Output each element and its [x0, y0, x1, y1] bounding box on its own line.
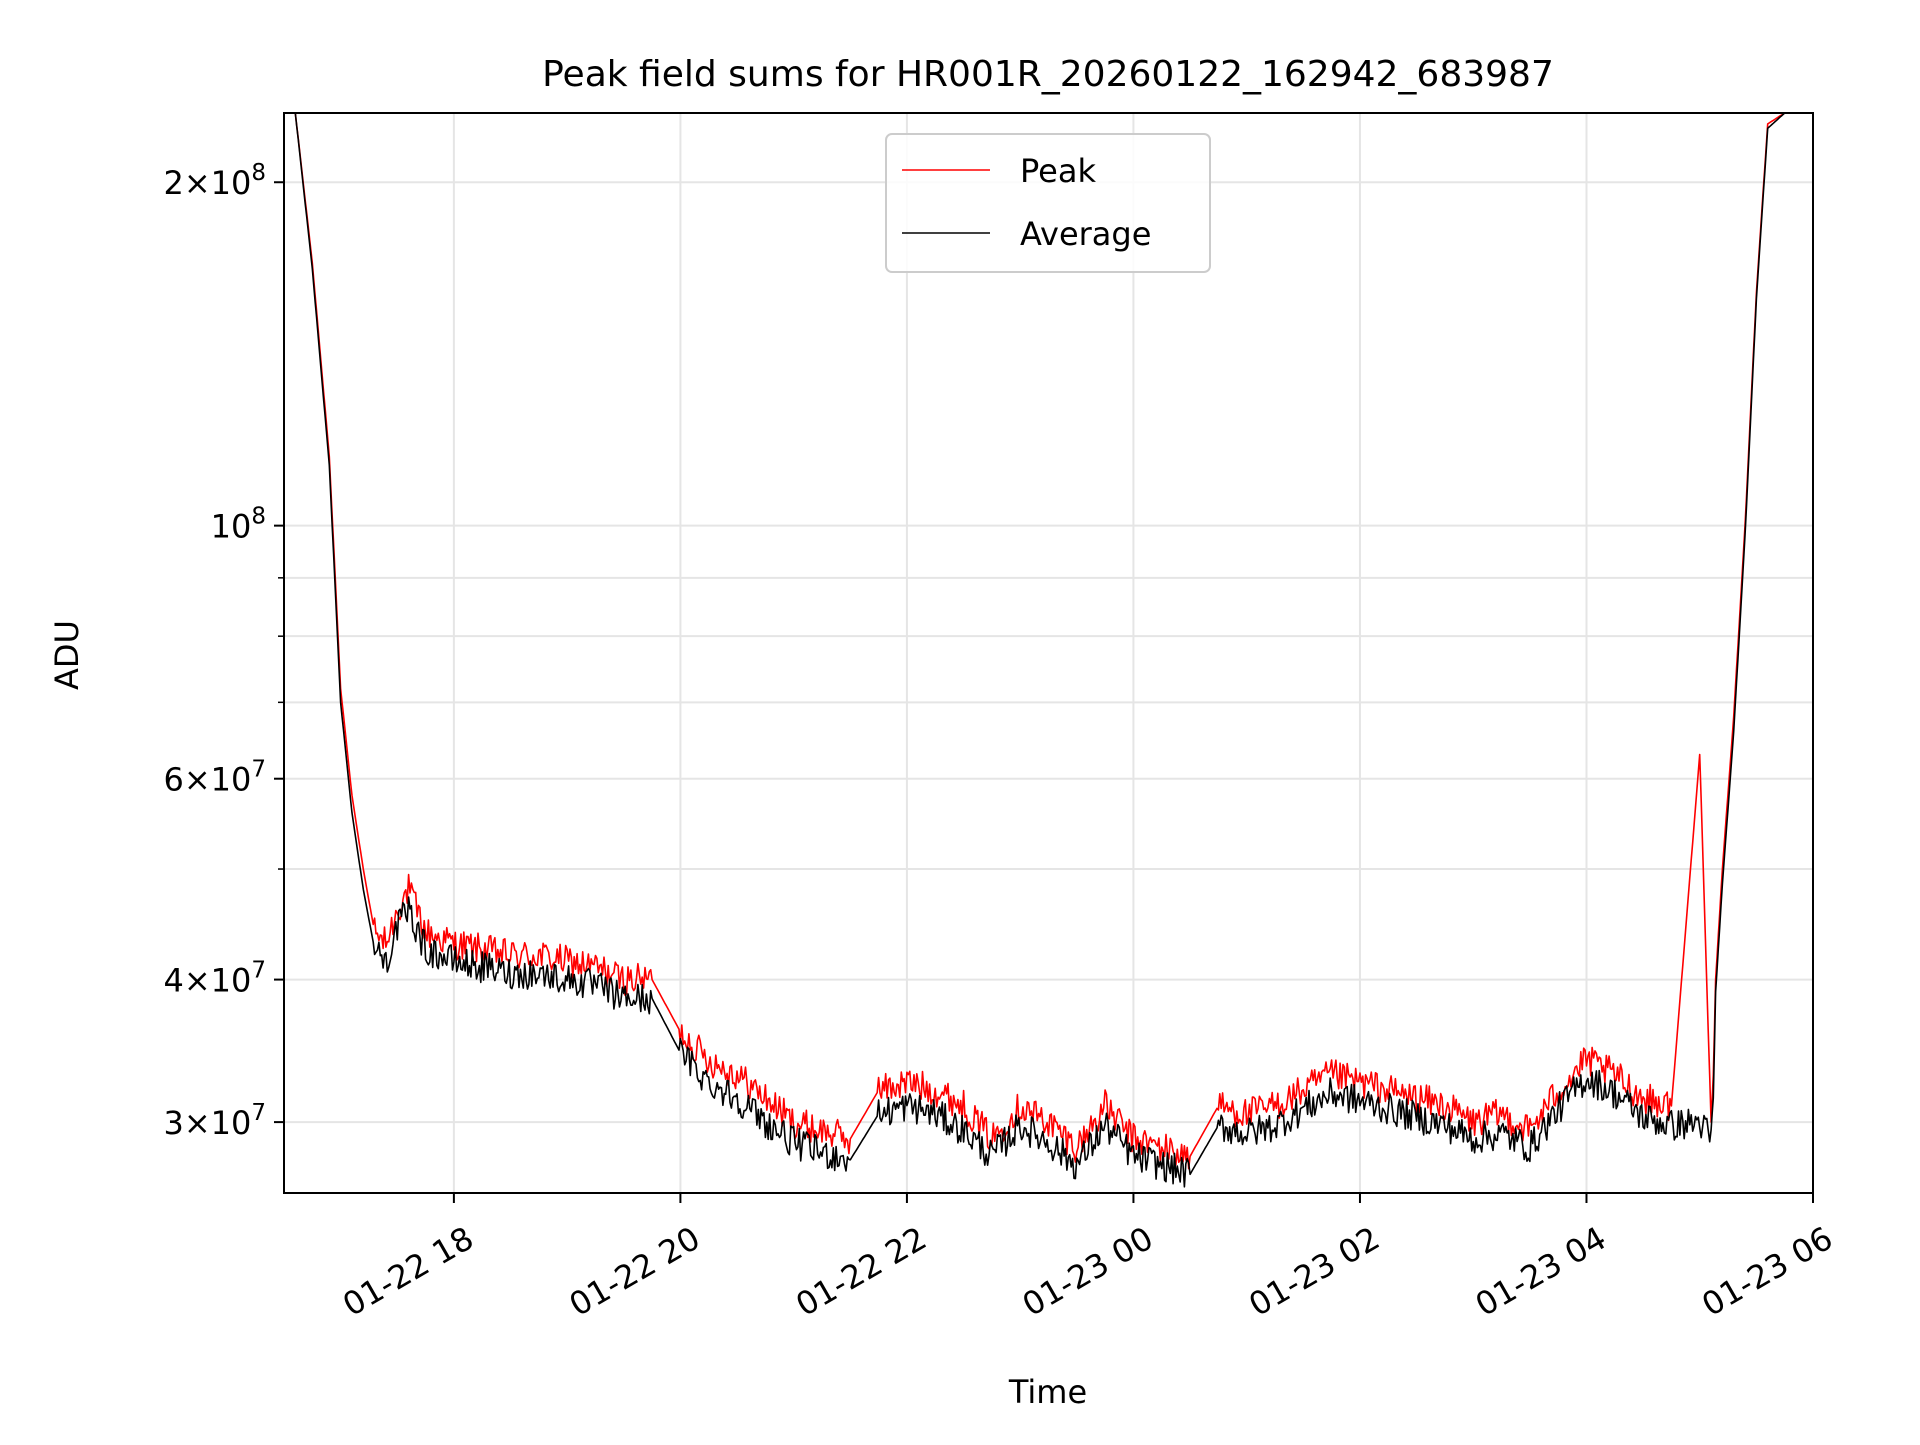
- x-axis-label: Time: [1008, 1373, 1087, 1411]
- y-tick-mantissa: 3×10: [163, 1104, 251, 1142]
- series-layer: [294, 113, 1796, 1188]
- grid: [284, 113, 1814, 1193]
- y-tick-mantissa: 6×10: [163, 761, 251, 799]
- y-tick-exponent: 7: [251, 757, 266, 783]
- chart-title: Peak field sums for HR001R_20260122_1629…: [542, 54, 1554, 95]
- legend-label-peak: Peak: [1020, 152, 1096, 190]
- legend-box: [885, 133, 1211, 273]
- legend-label-average: Average: [1020, 215, 1151, 253]
- plot-area: [284, 113, 1813, 1193]
- y-tick-label: 3×107: [163, 1100, 266, 1142]
- y-tick-label: 4×107: [163, 958, 266, 1000]
- y-tick-exponent: 7: [251, 958, 266, 984]
- plot-frame: [283, 112, 1814, 1194]
- y-tick-mantissa: 4×10: [163, 962, 251, 1000]
- y-tick-label: 108: [211, 504, 266, 546]
- y-axis-label: ADU: [48, 620, 86, 690]
- y-tick-exponent: 7: [251, 1100, 266, 1126]
- y-tick-label: 2×108: [163, 160, 266, 202]
- y-tick-mantissa: 2×10: [163, 164, 251, 202]
- legend: Peak Average: [885, 133, 1211, 273]
- series-line-average: [294, 113, 1796, 1188]
- y-tick-label: 6×107: [163, 757, 266, 799]
- series-line-peak: [294, 113, 1796, 1170]
- y-tick-exponent: 8: [251, 160, 266, 186]
- y-tick-exponent: 8: [251, 504, 266, 530]
- y-tick-mantissa: 10: [211, 508, 252, 546]
